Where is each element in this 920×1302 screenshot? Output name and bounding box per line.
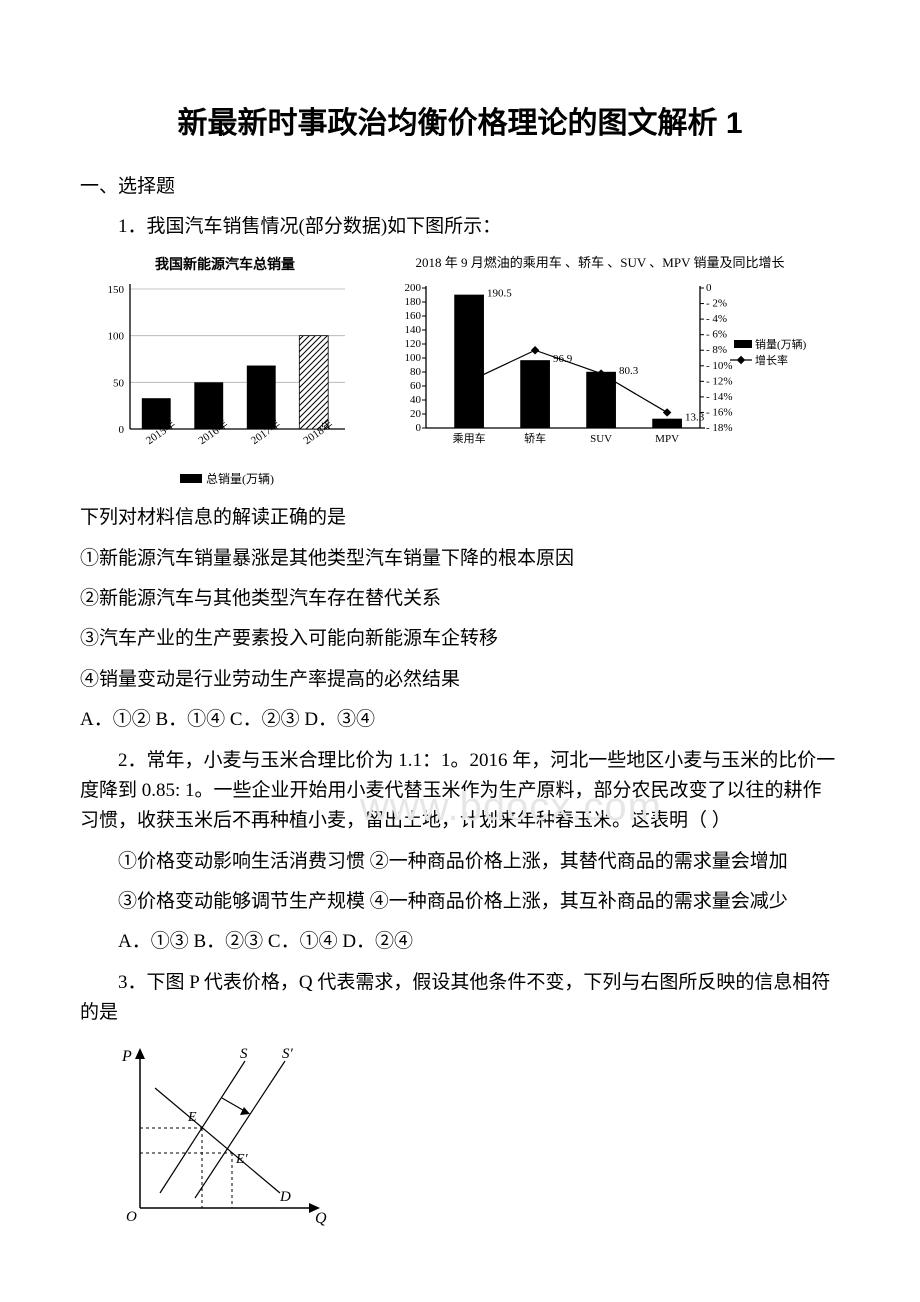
svg-text:- 6%: - 6% <box>706 328 727 340</box>
chart2-legend-bar: 销量(万辆) <box>755 337 807 351</box>
q2-choices: A．①③ B．②③ C．①④ D．②④ <box>80 927 840 957</box>
chart2-title: 2018 年 9 月燃油的乘用车 、轿车 、SUV 、MPV 销量及同比增长 <box>390 253 810 274</box>
chart1-title: 我国新能源汽车总销量 <box>90 253 360 275</box>
line-sprime-label: S′ <box>282 1046 294 1062</box>
q1-stem: 1．我国汽车销售情况(部分数据)如下图所示： <box>80 212 840 242</box>
q1-opt-4: ④销量变动是行业劳动生产率提高的必然结果 <box>80 665 840 695</box>
chart2-svg: 0 20 40 60 80 100 120 140 160 180 200 0 - 2% - 4% - 6… <box>390 280 810 455</box>
svg-text:150: 150 <box>108 284 125 296</box>
chart1-svg: 050100150 2015年2016年2017年2018年 总销量(万辆) <box>90 279 360 489</box>
svg-text:0: 0 <box>416 422 422 434</box>
svg-text:200: 200 <box>405 282 422 294</box>
chart2-legend-line: 增长率 <box>755 353 788 367</box>
q2-opts-line2: ③价格变动能够调节生产规模 ④一种商品价格上涨，其互补商品的需求量会减少 <box>80 887 840 917</box>
q1-choices: A．①② B．①④ C．②③ D．③④ <box>80 705 840 735</box>
svg-text:60: 60 <box>410 380 422 392</box>
svg-text:SUV: SUV <box>590 433 612 445</box>
svg-text:0: 0 <box>119 424 125 436</box>
svg-text:乘用车: 乘用车 <box>453 431 486 445</box>
q1-opt-2: ②新能源汽车与其他类型汽车存在替代关系 <box>80 584 840 614</box>
svg-text:100: 100 <box>108 331 125 343</box>
svg-text:96.9: 96.9 <box>553 353 573 365</box>
svg-text:20: 20 <box>410 408 422 420</box>
svg-text:- 12%: - 12% <box>706 375 733 387</box>
svg-text:- 16%: - 16% <box>706 406 733 418</box>
line-d-label: D <box>279 1189 291 1205</box>
svg-text:- 8%: - 8% <box>706 344 727 356</box>
svg-text:0: 0 <box>706 282 712 294</box>
svg-text:轿车: 轿车 <box>524 431 546 445</box>
q1-after: 下列对材料信息的解读正确的是 <box>80 503 840 533</box>
svg-text:40: 40 <box>410 394 422 406</box>
svg-text:- 4%: - 4% <box>706 313 727 325</box>
svg-text:- 14%: - 14% <box>706 390 733 402</box>
svg-text:190.5: 190.5 <box>487 287 512 299</box>
chart-supply-demand: P Q O S S′ D E E′ <box>110 1043 840 1233</box>
svg-text:- 10%: - 10% <box>706 359 733 371</box>
svg-text:120: 120 <box>405 338 422 350</box>
axis-origin-label: O <box>126 1209 137 1225</box>
svg-text:MPV: MPV <box>655 433 679 445</box>
svg-text:80.3: 80.3 <box>619 364 639 376</box>
svg-text:50: 50 <box>113 378 125 390</box>
point-eprime-label: E′ <box>235 1152 249 1167</box>
svg-text:100: 100 <box>405 352 422 364</box>
q2-opts-line1: ①价格变动影响生活消费习惯 ②一种商品价格上涨，其替代商品的需求量会增加 <box>80 847 840 877</box>
svg-text:160: 160 <box>405 310 422 322</box>
chart1-legend-label: 总销量(万辆) <box>206 472 274 486</box>
axis-q-label: Q <box>315 1210 327 1227</box>
page-title: 新最新时事政治均衡价格理论的图文解析 1 <box>80 100 840 148</box>
svg-text:140: 140 <box>405 324 422 336</box>
svg-text:- 2%: - 2% <box>706 297 727 309</box>
chart-nev-sales: 我国新能源汽车总销量 050100150 2015年2016年2017年2018… <box>90 253 360 489</box>
line-s-label: S <box>240 1046 248 1062</box>
q1-opt-1: ①新能源汽车销量暴涨是其他类型汽车销量下降的根本原因 <box>80 544 840 574</box>
q1-opt-3: ③汽车产业的生产要素投入可能向新能源车企转移 <box>80 624 840 654</box>
chart3-svg: P Q O S S′ D E E′ <box>110 1043 340 1233</box>
point-e-label: E <box>187 1110 197 1125</box>
q3-stem: 3．下图 P 代表价格，Q 代表需求，假设其他条件不变，下列与右图所反映的信息相… <box>80 968 840 1029</box>
section-heading: 一、选择题 <box>80 172 840 202</box>
chart-fuel-sales: 2018 年 9 月燃油的乘用车 、轿车 、SUV 、MPV 销量及同比增长 0… <box>390 253 810 455</box>
q1-charts-row: 我国新能源汽车总销量 050100150 2015年2016年2017年2018… <box>90 253 840 489</box>
svg-text:13.3: 13.3 <box>685 411 705 423</box>
svg-text:80: 80 <box>410 366 422 378</box>
svg-text:180: 180 <box>405 296 422 308</box>
axis-p-label: P <box>121 1048 132 1065</box>
q2-stem: 2．常年，小麦与玉米合理比价为 1.1：1。2016 年，河北一些地区小麦与玉米… <box>80 746 840 837</box>
svg-text:- 18%: - 18% <box>706 422 733 434</box>
